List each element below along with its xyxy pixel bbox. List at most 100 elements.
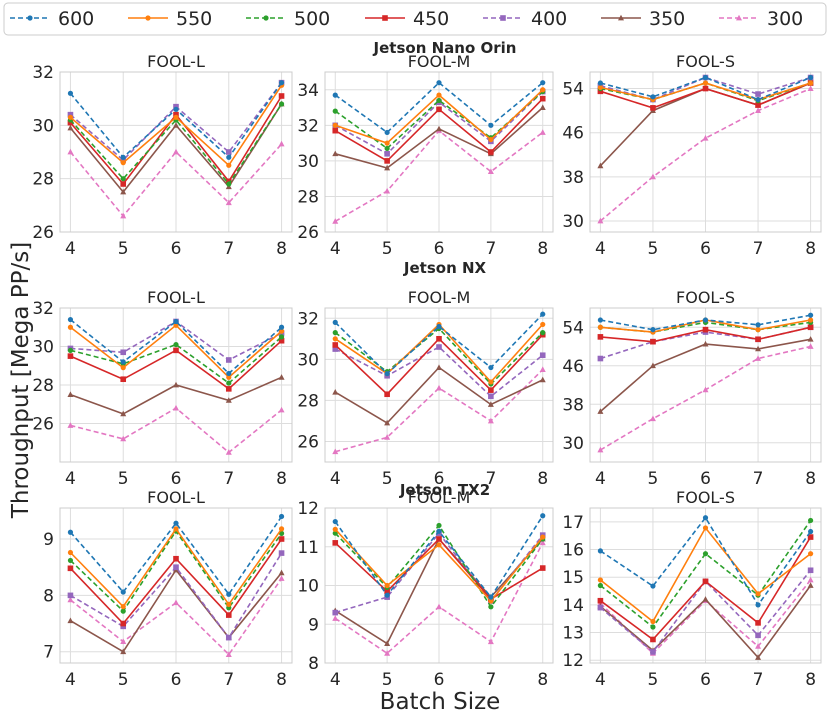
data-point-600 xyxy=(278,80,285,86)
data-point-300 xyxy=(539,366,546,372)
y-tick-label: 34 xyxy=(297,81,319,101)
data-point-300 xyxy=(649,173,656,180)
series-450 xyxy=(597,324,814,345)
y-tick-label: 30 xyxy=(297,152,319,172)
data-point-450 xyxy=(67,565,74,572)
y-tick-label: 8 xyxy=(43,586,54,606)
x-tick-label: 7 xyxy=(753,469,764,489)
data-point-300 xyxy=(67,422,74,428)
x-tick-label: 8 xyxy=(276,670,287,690)
y-tick-label: 26 xyxy=(32,415,54,435)
y-tick-label: 12 xyxy=(562,651,584,671)
data-point-600 xyxy=(278,324,285,330)
x-tick-label: 4 xyxy=(595,670,606,690)
x-tick-label: 5 xyxy=(382,239,393,259)
y-tick-label: 9 xyxy=(308,615,319,635)
data-point-450 xyxy=(650,636,656,643)
data-point-350 xyxy=(487,401,494,407)
data-point-350 xyxy=(539,104,546,110)
panel-r2-c2: 12 13 14 15 16 17 4 5 6 7 8 FOOL-S xyxy=(562,488,822,690)
x-tick-label: 5 xyxy=(118,670,129,690)
data-point-300 xyxy=(278,140,285,147)
series-600 xyxy=(332,80,546,136)
row-title-1: Jetson NX xyxy=(403,259,487,277)
data-point-550 xyxy=(67,324,74,330)
data-point-550 xyxy=(540,87,546,93)
data-point-550 xyxy=(597,577,603,583)
data-point-450 xyxy=(597,88,604,95)
panel-frame xyxy=(589,71,822,233)
panel-r2-c1: 8 9 10 11 12 4 5 6 7 8 FOOL-M xyxy=(297,488,554,690)
series-300 xyxy=(67,575,285,657)
data-point-400 xyxy=(67,111,74,118)
series-line-300 xyxy=(69,143,283,218)
data-point-300 xyxy=(807,576,814,583)
x-tick-label: 8 xyxy=(276,239,287,259)
data-point-450 xyxy=(120,376,127,383)
data-point-550 xyxy=(173,526,179,532)
x-tick-label: 7 xyxy=(753,670,764,690)
series-550 xyxy=(332,87,546,146)
series-450 xyxy=(67,536,285,627)
legend-label-550: 550 xyxy=(176,8,212,30)
series-line-600 xyxy=(334,81,544,134)
x-tick-label: 6 xyxy=(434,670,445,690)
y-tick-label: 7 xyxy=(43,643,54,663)
data-point-500 xyxy=(67,347,74,353)
data-point-550 xyxy=(173,322,179,328)
series-line-300 xyxy=(335,369,544,453)
data-point-450 xyxy=(173,555,179,562)
data-point-600 xyxy=(597,317,603,323)
data-point-400 xyxy=(597,355,604,362)
data-point-600 xyxy=(755,322,761,328)
data-point-450 xyxy=(650,105,656,111)
y-tick-label: 46 xyxy=(562,357,584,377)
series-line-400 xyxy=(334,346,544,398)
data-point-300 xyxy=(225,199,232,206)
x-tick-label: 6 xyxy=(700,670,711,690)
series-350 xyxy=(597,336,814,414)
data-point-350 xyxy=(384,164,391,171)
data-point-450 xyxy=(225,386,232,392)
data-point-300 xyxy=(332,218,339,224)
data-point-350 xyxy=(173,122,179,128)
data-point-500 xyxy=(278,334,285,340)
data-point-600 xyxy=(67,90,74,96)
y-axis-label: Throughput [Mega PP/s] xyxy=(8,242,34,519)
data-point-500 xyxy=(384,145,390,152)
data-point-300 xyxy=(597,217,604,224)
x-tick-label: 6 xyxy=(700,239,711,259)
data-point-450 xyxy=(332,127,339,134)
data-point-300 xyxy=(173,404,179,411)
data-point-600 xyxy=(702,515,709,521)
series-300 xyxy=(597,343,814,453)
series-line-500 xyxy=(69,103,283,186)
data-point-500 xyxy=(540,330,546,336)
legend-entry-400: 400 xyxy=(483,8,567,30)
series-450 xyxy=(597,534,814,643)
x-tick-label: 6 xyxy=(434,469,445,489)
row-title-2: Jetson TX2 xyxy=(399,481,490,499)
data-point-300 xyxy=(436,603,442,610)
data-point-300 xyxy=(384,434,391,440)
data-point-600 xyxy=(650,583,656,589)
panel-title: FOOL-L xyxy=(147,288,205,307)
data-point-500 xyxy=(808,517,814,524)
series-line-500 xyxy=(70,336,283,385)
data-point-400 xyxy=(120,349,127,356)
legend-marker-400 xyxy=(500,15,506,21)
data-point-500 xyxy=(436,522,442,529)
data-point-550 xyxy=(332,336,338,342)
data-point-350 xyxy=(649,362,656,369)
data-point-350 xyxy=(702,340,709,347)
data-point-350 xyxy=(597,408,604,414)
panel-title: FOOL-S xyxy=(676,288,735,307)
x-tick-label: 5 xyxy=(118,469,129,489)
x-tick-label: 8 xyxy=(805,670,816,690)
data-point-450 xyxy=(597,334,604,340)
y-tick-label: 30 xyxy=(562,212,584,232)
data-point-500 xyxy=(120,608,126,614)
data-point-550 xyxy=(278,526,285,532)
y-tick-label: 14 xyxy=(562,596,584,616)
x-tick-label: 7 xyxy=(223,239,234,259)
